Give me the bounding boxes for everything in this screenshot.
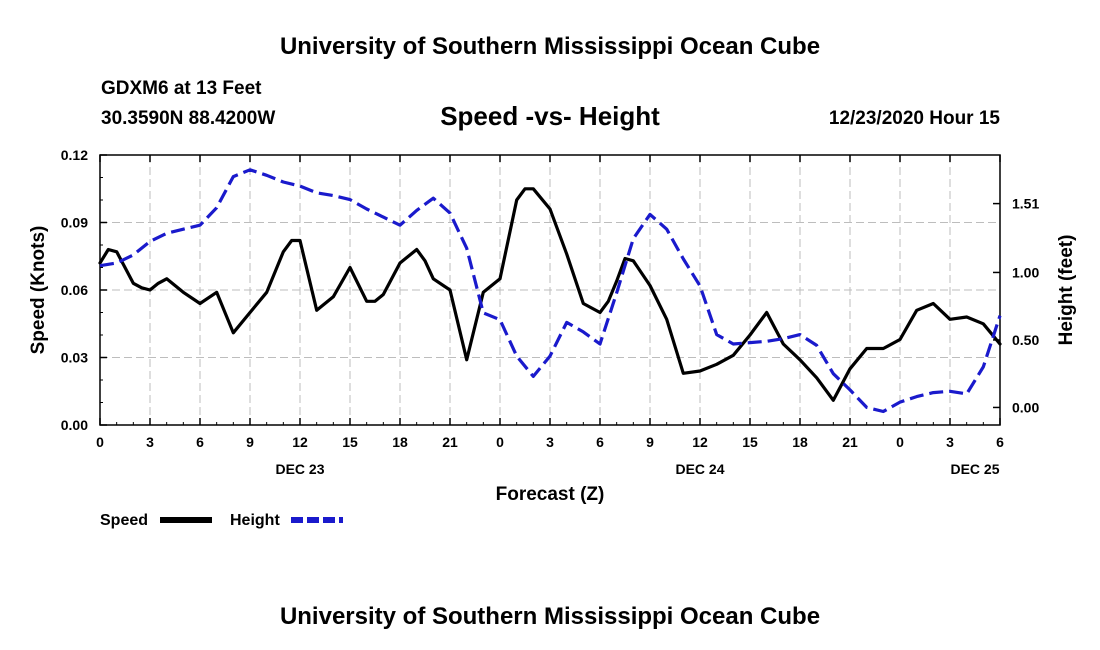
page-title: University of Southern Mississippi Ocean…	[280, 33, 820, 60]
date-label: DEC 23	[275, 461, 324, 477]
coords-label: 30.3590N 88.4200W	[101, 108, 275, 129]
x-tick-label: 18	[392, 434, 408, 450]
y2-axis-label: Height (feet)	[1056, 235, 1077, 346]
x-tick-label: 0	[496, 434, 504, 450]
x-tick-label: 6	[996, 434, 1004, 450]
x-tick-label: 9	[246, 434, 254, 450]
y2-tick-label: 1.00	[1012, 264, 1039, 280]
y2-tick-label: 1.51	[1012, 196, 1039, 212]
y-axis-label: Speed (Knots)	[28, 226, 49, 355]
grid	[100, 155, 1000, 425]
x-axis-label: Forecast (Z)	[496, 484, 605, 505]
x-tick-label: 3	[146, 434, 154, 450]
series-line-height	[99, 168, 1002, 414]
x-tick-label: 18	[792, 434, 808, 450]
legend: Speed Height	[100, 512, 343, 529]
x-tick-label: 12	[292, 434, 308, 450]
station-label: GDXM6 at 13 Feet	[101, 78, 262, 99]
x-tick-label: 9	[646, 434, 654, 450]
date-label: DEC 25	[950, 461, 999, 477]
chart-title: Speed -vs- Height	[440, 101, 660, 131]
x-tick-label: 0	[896, 434, 904, 450]
axis-ticks: 0 3 6 9 12 15 18 21 0 3 6 9 12 15 18 21 0 3 6 DEC 23 DEC 24 D…	[61, 147, 1040, 477]
series-line-speed	[98, 187, 1002, 402]
y-tick-label: 0.00	[61, 417, 88, 433]
y2-tick-label: 0.50	[1012, 332, 1039, 348]
legend-height-label: Height	[230, 512, 280, 529]
x-tick-label: 12	[692, 434, 708, 450]
x-tick-label: 3	[946, 434, 954, 450]
y-tick-label: 0.12	[61, 147, 88, 163]
x-tick-label: 3	[546, 434, 554, 450]
legend-speed-label: Speed	[100, 512, 148, 529]
x-tick-label: 6	[596, 434, 604, 450]
x-tick-label: 21	[442, 434, 458, 450]
x-tick-label: 6	[196, 434, 204, 450]
footer-title: University of Southern Mississippi Ocean…	[280, 603, 820, 630]
date-label: DEC 24	[675, 461, 724, 477]
x-tick-label: 15	[742, 434, 758, 450]
x-tick-label: 15	[342, 434, 358, 450]
datetime-label: 12/23/2020 Hour 15	[829, 108, 1001, 129]
x-tick-label: 21	[842, 434, 858, 450]
x-tick-label: 0	[96, 434, 104, 450]
series-lines	[98, 168, 1002, 414]
y2-tick-label: 0.00	[1012, 399, 1039, 415]
y-tick-label: 0.06	[61, 282, 88, 298]
y-tick-label: 0.09	[61, 215, 88, 231]
y-tick-label: 0.03	[61, 350, 88, 366]
